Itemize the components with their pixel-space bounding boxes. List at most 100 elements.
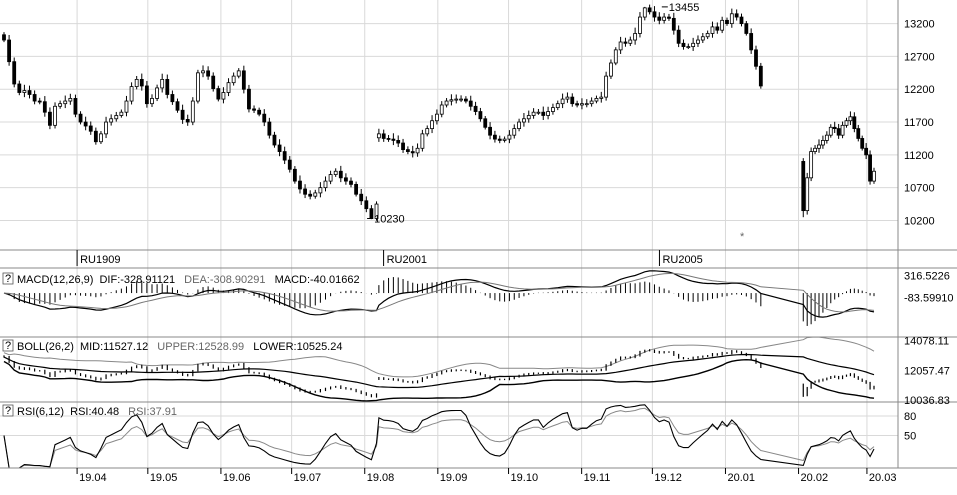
macd-help-glyph: ? [5, 273, 11, 285]
candle [344, 173, 348, 185]
candle [201, 65, 205, 78]
candle [589, 97, 594, 107]
candle [139, 73, 144, 91]
candle [155, 84, 159, 102]
candle [817, 139, 821, 153]
macd-dea-value: DEA:-308.90291 [184, 274, 265, 286]
candle [124, 95, 129, 117]
candle [88, 121, 93, 135]
candle [681, 39, 686, 50]
candle [185, 114, 190, 126]
month-label: 20.03 [869, 472, 897, 484]
rsi-help-icon[interactable] [2, 404, 14, 417]
price-tick-label: 13200 [904, 19, 935, 31]
month-label: 20.01 [727, 472, 755, 484]
candle [354, 181, 359, 197]
star-marker: * [740, 231, 745, 243]
candle [78, 111, 83, 125]
candle [686, 43, 691, 50]
candle [836, 123, 841, 139]
candle [277, 139, 282, 157]
candle [720, 16, 725, 34]
candle [459, 95, 463, 103]
candle [313, 189, 318, 199]
candle [734, 9, 739, 21]
candle [73, 94, 78, 118]
rsi-help-glyph: ? [5, 405, 11, 417]
macd-dif-line [3, 270, 875, 318]
candle [868, 150, 872, 185]
candle [405, 146, 410, 155]
panel-dividers [0, 0, 957, 469]
candle [308, 190, 313, 200]
candle [7, 34, 12, 66]
candle [386, 135, 391, 142]
candle [104, 116, 108, 139]
candle [170, 90, 175, 105]
macd-indicator-name: MACD(12,26,9) [17, 274, 93, 286]
boll-help-icon[interactable] [2, 339, 14, 352]
macd-tick-label: -83.59910 [904, 293, 954, 305]
price-annotation: 13455 [669, 2, 700, 14]
boll-upper-value: UPPER:12528.99 [157, 341, 244, 353]
svg-text:BOLL(26,2) MID:11527.12: BOLL(26,2) MID:11527.12 UPPER:12528.99 L… [17, 341, 342, 353]
rsi-panel [3, 404, 875, 469]
macd-header: ? MACD(12,26,9) DIF:-328.91121 DEA:-308.… [2, 272, 360, 286]
contract-label: RU2001 [387, 254, 427, 266]
candle [488, 122, 492, 140]
candle [813, 145, 817, 155]
candle [594, 95, 599, 104]
candle [828, 124, 833, 138]
candle [729, 8, 734, 28]
candle [374, 201, 379, 221]
candle [298, 175, 302, 194]
candle [292, 166, 297, 184]
candle [93, 127, 98, 145]
candle [430, 115, 434, 134]
candle [497, 135, 502, 144]
macd-help-icon[interactable] [2, 272, 14, 285]
candle [119, 109, 124, 118]
candle [613, 47, 618, 66]
candle [560, 93, 565, 109]
month-label: 19.06 [223, 472, 251, 484]
candle [705, 30, 710, 40]
candle [493, 130, 497, 143]
candle [27, 85, 32, 99]
candle [551, 103, 555, 115]
candle [175, 98, 180, 113]
candle [864, 143, 869, 160]
candle [99, 131, 103, 144]
candle [396, 135, 401, 148]
candle [512, 124, 517, 139]
boll-tick-label: 14078.11 [904, 336, 949, 348]
candle [671, 12, 676, 35]
candle [507, 130, 512, 144]
candle [710, 21, 715, 38]
candle [196, 69, 200, 104]
candle [420, 129, 425, 152]
candle [832, 121, 837, 134]
candle [570, 93, 575, 107]
candle [758, 62, 763, 89]
candle [53, 102, 57, 129]
candle [599, 91, 604, 103]
candle [376, 128, 381, 142]
candle [129, 82, 134, 105]
candle [872, 167, 876, 184]
candle [444, 98, 449, 108]
candle [628, 36, 633, 47]
macd-tick-label: 316.5226 [904, 271, 950, 283]
month-label: 19.04 [79, 472, 107, 484]
candle [860, 135, 865, 151]
candle [109, 114, 114, 126]
candle [434, 109, 439, 125]
candle [696, 35, 700, 47]
price-tick-label: 12200 [904, 84, 935, 96]
price-tick-label: 10700 [904, 183, 935, 195]
candle [262, 109, 267, 127]
candle [517, 118, 521, 132]
candle [541, 106, 546, 120]
